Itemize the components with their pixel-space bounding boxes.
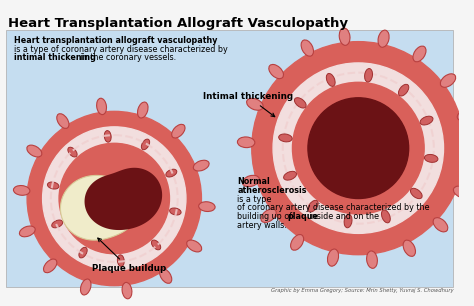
Ellipse shape (27, 145, 42, 157)
Text: artery walls.: artery walls. (237, 221, 287, 230)
Ellipse shape (378, 30, 389, 47)
Ellipse shape (365, 69, 373, 82)
Text: Heart Transplantation Allograft Vasculopathy: Heart Transplantation Allograft Vasculop… (8, 17, 348, 30)
Ellipse shape (52, 220, 63, 228)
Ellipse shape (118, 255, 124, 267)
Text: intimal thickening: intimal thickening (14, 53, 95, 62)
Ellipse shape (79, 247, 87, 258)
Ellipse shape (137, 102, 148, 118)
Circle shape (59, 143, 170, 254)
Ellipse shape (44, 259, 57, 273)
Text: plaque: plaque (288, 212, 319, 221)
Ellipse shape (193, 160, 209, 171)
Ellipse shape (81, 279, 91, 295)
Ellipse shape (457, 110, 474, 121)
Text: is a type: is a type (237, 195, 272, 203)
Ellipse shape (261, 209, 276, 222)
Polygon shape (61, 175, 138, 240)
Circle shape (43, 127, 186, 270)
FancyBboxPatch shape (6, 30, 453, 287)
Polygon shape (84, 168, 162, 230)
Text: in the coronary vessels.: in the coronary vessels. (78, 53, 176, 62)
Ellipse shape (68, 147, 77, 157)
Ellipse shape (269, 65, 283, 79)
Ellipse shape (166, 169, 177, 177)
Circle shape (27, 111, 201, 286)
Ellipse shape (47, 182, 59, 189)
Ellipse shape (13, 185, 30, 195)
Ellipse shape (399, 84, 409, 96)
Ellipse shape (366, 251, 377, 268)
Circle shape (292, 82, 424, 214)
Ellipse shape (242, 175, 259, 187)
Ellipse shape (199, 202, 215, 211)
Ellipse shape (57, 114, 69, 129)
Text: Graphic by Emma Gregory; Source: Mrin Shetty, Yuvraj S. Chowdhury: Graphic by Emma Gregory; Source: Mrin Sh… (271, 289, 453, 293)
Text: Plaque buildup: Plaque buildup (92, 238, 166, 273)
Text: building up of: building up of (237, 212, 295, 221)
Ellipse shape (172, 124, 185, 138)
Text: is a type of coronary artery disease characterized by: is a type of coronary artery disease cha… (14, 45, 228, 54)
Ellipse shape (246, 98, 263, 110)
Ellipse shape (291, 234, 304, 250)
Circle shape (252, 42, 465, 255)
Ellipse shape (187, 240, 202, 252)
Ellipse shape (308, 200, 318, 212)
Ellipse shape (424, 155, 438, 162)
Ellipse shape (454, 186, 470, 198)
Ellipse shape (294, 98, 306, 108)
Ellipse shape (433, 218, 448, 232)
Ellipse shape (326, 73, 335, 86)
Ellipse shape (122, 282, 132, 299)
Ellipse shape (462, 149, 474, 159)
Ellipse shape (141, 139, 150, 150)
Text: inside and on the: inside and on the (307, 212, 379, 221)
Ellipse shape (420, 116, 433, 125)
Ellipse shape (160, 269, 172, 283)
Ellipse shape (97, 98, 107, 115)
Ellipse shape (339, 28, 350, 45)
Ellipse shape (170, 208, 181, 215)
Circle shape (308, 98, 409, 199)
Text: Heart transplantation allograft vasculopathy: Heart transplantation allograft vasculop… (14, 36, 217, 45)
Ellipse shape (283, 171, 297, 180)
Ellipse shape (279, 134, 292, 142)
Text: atherosclerosis: atherosclerosis (237, 186, 307, 195)
Ellipse shape (328, 249, 338, 266)
Ellipse shape (301, 40, 313, 56)
Ellipse shape (410, 188, 422, 199)
Ellipse shape (237, 137, 255, 147)
Ellipse shape (382, 210, 390, 223)
Text: of coronary artery disease characterized by the: of coronary artery disease characterized… (237, 203, 430, 212)
Ellipse shape (413, 46, 426, 62)
Ellipse shape (440, 74, 456, 87)
Ellipse shape (19, 226, 35, 237)
Ellipse shape (104, 131, 111, 142)
Ellipse shape (403, 240, 416, 256)
Circle shape (273, 63, 444, 233)
Ellipse shape (344, 214, 352, 228)
Text: Normal: Normal (237, 177, 270, 186)
Text: Intimal thickening: Intimal thickening (203, 92, 293, 117)
Ellipse shape (151, 240, 161, 250)
